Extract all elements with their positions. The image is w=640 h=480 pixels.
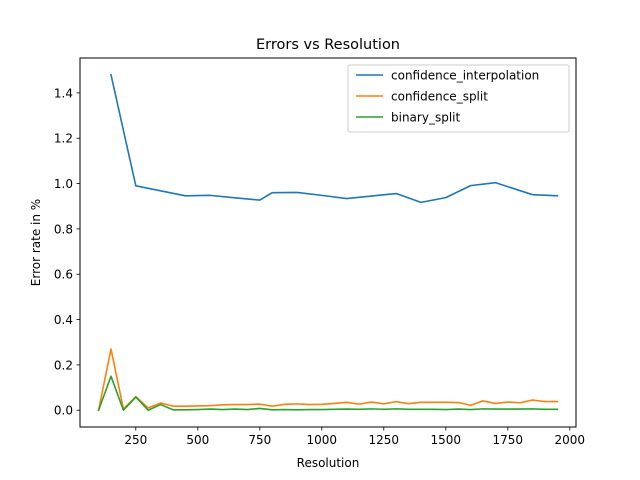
x-axis: 250 500 750 1000 1250 1500 1750 2000 — [124, 427, 585, 447]
y-axis: 0.0 0.2 0.4 0.6 0.8 1.0 1.2 1.4 — [54, 86, 80, 418]
legend-label: confidence_split — [391, 90, 488, 104]
x-axis-label: Resolution — [297, 456, 360, 470]
y-tick-label: 0.6 — [54, 268, 73, 282]
x-tick-label: 1250 — [369, 433, 400, 447]
x-tick-label: 1500 — [431, 433, 462, 447]
y-tick-label: 1.2 — [54, 132, 73, 146]
x-tick-label: 250 — [124, 433, 147, 447]
series-line-confidence-split — [97, 348, 559, 412]
x-tick-label: 1750 — [493, 433, 524, 447]
legend-box — [347, 64, 570, 133]
x-tick-label: 500 — [186, 433, 209, 447]
x-tick-label: 750 — [248, 433, 271, 447]
y-tick-label: 0.8 — [54, 222, 73, 236]
legend-label: binary_split — [391, 111, 460, 125]
y-tick-label: 1.4 — [54, 86, 73, 100]
y-tick-label: 1.0 — [54, 177, 73, 191]
series-line-confidence-interpolation — [110, 73, 559, 204]
series-line-binary-split — [97, 375, 559, 412]
x-tick-label: 1000 — [307, 433, 338, 447]
legend: confidence_interpolation confidence_split… — [347, 64, 570, 133]
x-tick-label: 2000 — [555, 433, 586, 447]
chart-title: Errors vs Resolution — [256, 37, 400, 53]
y-tick-label: 0.0 — [54, 404, 73, 418]
y-tick-label: 0.4 — [54, 313, 73, 327]
y-axis-label: Error rate in % — [29, 199, 43, 286]
y-tick-label: 0.2 — [54, 358, 73, 372]
axes-frame — [79, 57, 577, 428]
legend-label: confidence_interpolation — [391, 69, 539, 83]
series-layer — [97, 73, 559, 412]
